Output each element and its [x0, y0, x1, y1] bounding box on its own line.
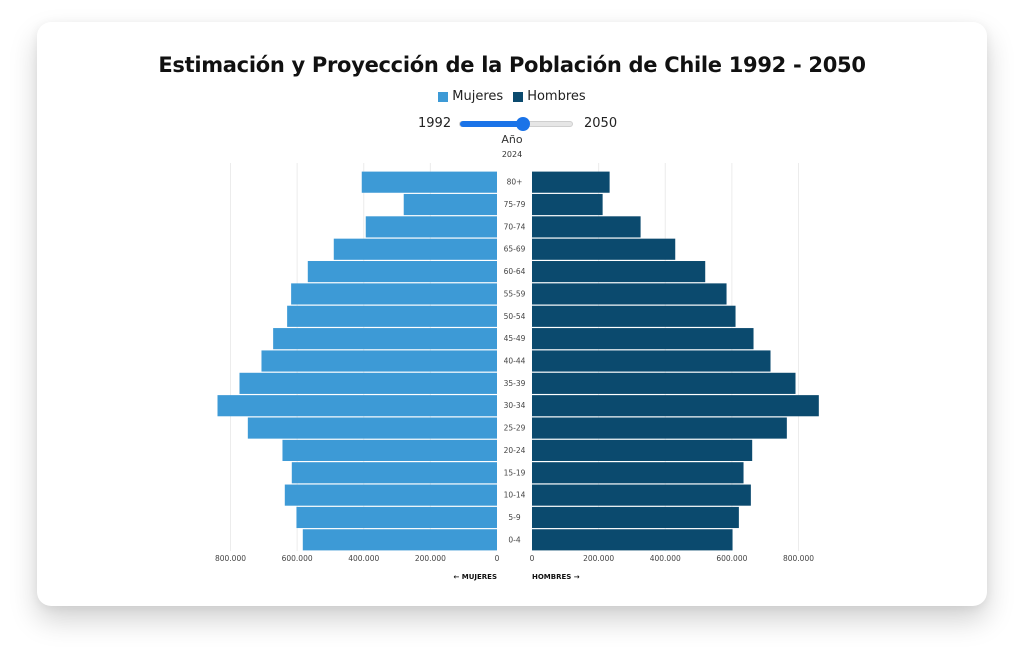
bar-hombres-45-49 [532, 328, 754, 350]
bar-mujeres-20-24 [282, 439, 497, 461]
age-label: 5-9 [508, 513, 520, 522]
bar-mujeres-75-79 [403, 193, 497, 216]
x-tick-left: 0 [495, 554, 500, 563]
chart-card [37, 22, 987, 606]
bar-mujeres-80+ [361, 171, 497, 193]
slider-min-label: 1992 [418, 116, 452, 131]
x-tick-right: 600.000 [716, 554, 747, 563]
year-slider[interactable] [459, 117, 573, 131]
bar-hombres-20-24 [532, 439, 753, 461]
age-label: 30-34 [504, 401, 526, 410]
bar-mujeres-0-4 [302, 529, 497, 551]
slider-label: Año [501, 133, 523, 146]
age-label: 25-29 [504, 424, 526, 433]
x-tick-left: 200.000 [415, 554, 446, 563]
age-label: 35-39 [504, 379, 526, 388]
bar-mujeres-35-39 [239, 372, 497, 394]
age-label: 40-44 [504, 357, 526, 366]
bar-mujeres-5-9 [296, 506, 497, 529]
legend-label-mujeres: Mujeres [452, 89, 504, 104]
slider-fill [460, 121, 523, 127]
bar-mujeres-40-44 [261, 350, 497, 372]
age-label: 60-64 [504, 267, 526, 276]
age-label: 70-74 [504, 222, 526, 231]
x-tick-left: 400.000 [348, 554, 379, 563]
bar-mujeres-45-49 [273, 328, 497, 350]
legend-swatch-hombres [513, 91, 524, 102]
age-label: 45-49 [504, 334, 526, 343]
bar-hombres-0-4 [532, 529, 733, 551]
chart-title: Estimación y Proyección de la Población … [158, 53, 866, 77]
year-slider-row: 1992 2050 [0, 116, 1024, 136]
x-tick-left: 600.000 [282, 554, 313, 563]
slider-max-label: 2050 [584, 116, 618, 131]
bar-hombres-15-19 [532, 462, 744, 484]
legend-item-hombres[interactable]: Hombres [513, 89, 586, 104]
bar-mujeres-60-64 [307, 261, 497, 283]
slider-value: 2024 [501, 150, 523, 159]
legend-label-hombres: Hombres [527, 89, 586, 104]
bar-mujeres-70-74 [365, 216, 497, 238]
bar-hombres-55-59 [532, 283, 727, 305]
bar-hombres-80+ [532, 171, 610, 193]
bar-hombres-25-29 [532, 417, 787, 439]
bar-hombres-40-44 [532, 350, 771, 372]
age-label: 80+ [507, 178, 523, 187]
bar-hombres-65-69 [532, 238, 676, 260]
age-label: 10-14 [504, 491, 526, 500]
x-tick-right: 800.000 [783, 554, 814, 563]
age-label: 55-59 [504, 289, 526, 298]
bar-mujeres-10-14 [284, 484, 497, 506]
bar-hombres-60-64 [532, 261, 706, 283]
age-label: 0-4 [508, 535, 520, 544]
age-label: 20-24 [504, 446, 526, 455]
age-label: 65-69 [504, 245, 526, 254]
legend: Mujeres Hombres [0, 89, 1024, 104]
bar-hombres-70-74 [532, 216, 641, 238]
bar-mujeres-50-54 [287, 305, 497, 327]
legend-swatch-mujeres [438, 91, 449, 102]
x-tick-right: 200.000 [583, 554, 614, 563]
bar-mujeres-30-34 [217, 395, 497, 417]
x-axis-label-hombres: HOMBRES → [532, 573, 580, 581]
bar-hombres-50-54 [532, 305, 736, 327]
bar-hombres-10-14 [532, 484, 751, 506]
bar-hombres-5-9 [532, 506, 739, 529]
x-axis-label-mujeres: ← MUJERES [453, 573, 497, 581]
legend-item-mujeres[interactable]: Mujeres [438, 89, 503, 104]
bar-hombres-30-34 [532, 395, 819, 417]
bar-mujeres-65-69 [333, 238, 497, 260]
age-label: 50-54 [504, 312, 526, 321]
bar-mujeres-15-19 [291, 462, 497, 484]
bar-mujeres-25-29 [247, 417, 497, 439]
bar-mujeres-55-59 [291, 283, 497, 305]
x-tick-right: 0 [530, 554, 535, 563]
bar-hombres-35-39 [532, 372, 796, 394]
age-label: 75-79 [504, 200, 526, 209]
x-tick-right: 400.000 [650, 554, 681, 563]
age-label: 15-19 [504, 468, 526, 477]
x-tick-left: 800.000 [215, 554, 246, 563]
slider-thumb[interactable] [515, 117, 530, 131]
bar-hombres-75-79 [532, 193, 603, 216]
